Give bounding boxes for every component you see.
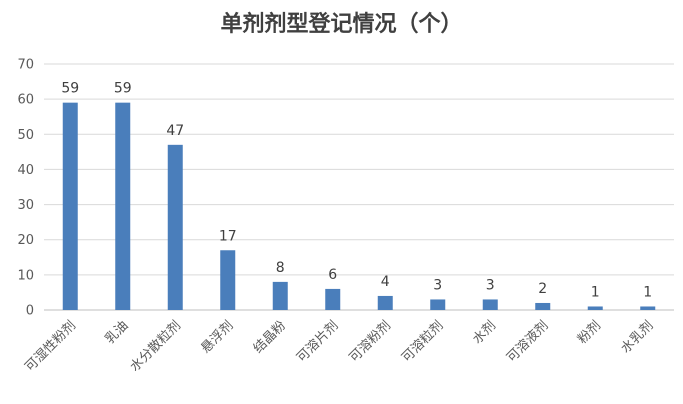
x-tick-label: 可溶液剂 [504, 318, 551, 365]
data-label: 4 [381, 274, 390, 290]
data-label: 47 [166, 123, 184, 139]
data-label: 59 [61, 81, 79, 97]
x-tick-label: 可湿性粉剂 [22, 318, 79, 375]
bar-5 [325, 288, 341, 310]
x-tick-label: 可溶粒剂 [399, 318, 446, 365]
x-tick-label: 乳油 [103, 318, 132, 347]
bar-7 [430, 299, 446, 310]
y-tick-label: 20 [17, 233, 34, 248]
x-tick-label: 粉剂 [575, 318, 604, 347]
bar-1 [115, 102, 131, 311]
y-tick-label: 40 [17, 163, 34, 178]
y-tick-label: 0 [26, 304, 34, 319]
data-label: 17 [219, 228, 237, 244]
y-tick-label: 70 [17, 58, 34, 73]
x-tick-label: 悬浮剂 [198, 318, 236, 356]
bar-layer [62, 102, 656, 311]
data-label: 3 [486, 277, 495, 293]
x-tick-label: 可溶片剂 [294, 318, 341, 365]
y-tick-label: 10 [17, 268, 34, 283]
bar-0 [62, 102, 78, 311]
bar-4 [272, 281, 288, 310]
bar-6 [377, 295, 393, 310]
data-label: 6 [328, 267, 337, 283]
x-tick-label: 水乳剂 [618, 318, 656, 356]
bar-8 [482, 299, 498, 310]
grid-layer [44, 63, 674, 311]
data-label: 1 [591, 284, 600, 300]
bar-9 [535, 302, 551, 310]
data-label: 1 [643, 284, 652, 300]
bar-3 [220, 250, 236, 310]
data-label: 2 [538, 281, 547, 297]
label-layer: 0 10 20 30 40 50 60 70 59 可湿性粉剂 59 乳油 47 水分散粒剂 17 悬浮剂 8 结… [17, 58, 656, 375]
y-tick-label: 30 [17, 198, 34, 213]
bar-11 [640, 306, 656, 310]
bar-2 [167, 144, 183, 310]
x-tick-label: 结晶粉 [251, 318, 289, 356]
y-tick-label: 50 [17, 128, 34, 143]
x-tick-label: 水分散粒剂 [127, 318, 184, 375]
data-label: 59 [114, 81, 132, 97]
chart-title: 单剂剂型登记情况（个） [220, 12, 463, 37]
y-tick-label: 60 [17, 93, 34, 108]
data-label: 8 [276, 260, 285, 276]
x-tick-label: 水剂 [470, 318, 499, 347]
data-label: 3 [433, 277, 442, 293]
x-tick-label: 可溶粉剂 [347, 318, 394, 365]
bar-10 [587, 306, 603, 310]
